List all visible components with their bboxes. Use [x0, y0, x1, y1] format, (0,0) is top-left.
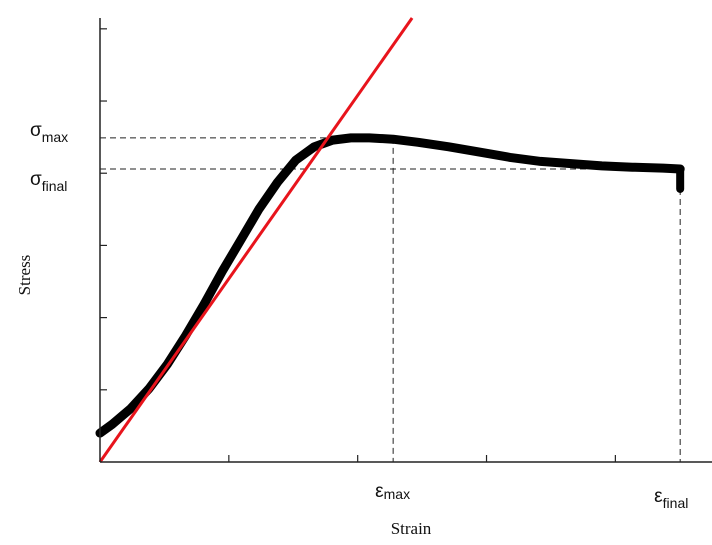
axes	[99, 18, 712, 463]
eps-max-label: εmax	[375, 481, 410, 502]
sigma-final-subscript: final	[42, 178, 68, 194]
reference-lines	[100, 137, 681, 462]
linear-fit-line	[98, 17, 414, 463]
sigma-final-label: σfinal	[30, 169, 67, 194]
eps-final-subscript: final	[663, 495, 689, 511]
eps-max-symbol: ε	[375, 481, 384, 502]
sigma-final-symbol: σ	[30, 169, 42, 190]
eps-max-subscript: max	[384, 486, 410, 502]
x-axis-title: Strain	[391, 519, 432, 538]
labels: σmax σfinal εmax εfinal Strain Stress	[15, 120, 688, 538]
sigma-max-symbol: σ	[30, 120, 42, 141]
y-axis-title: Stress	[15, 255, 34, 296]
stress-strain-curve	[95, 133, 685, 438]
sigma-max-label: σmax	[30, 120, 68, 145]
series-layer	[95, 17, 685, 463]
eps-final-label: εfinal	[654, 486, 688, 511]
eps-final-symbol: ε	[654, 486, 663, 507]
sigma-max-subscript: max	[42, 129, 68, 145]
